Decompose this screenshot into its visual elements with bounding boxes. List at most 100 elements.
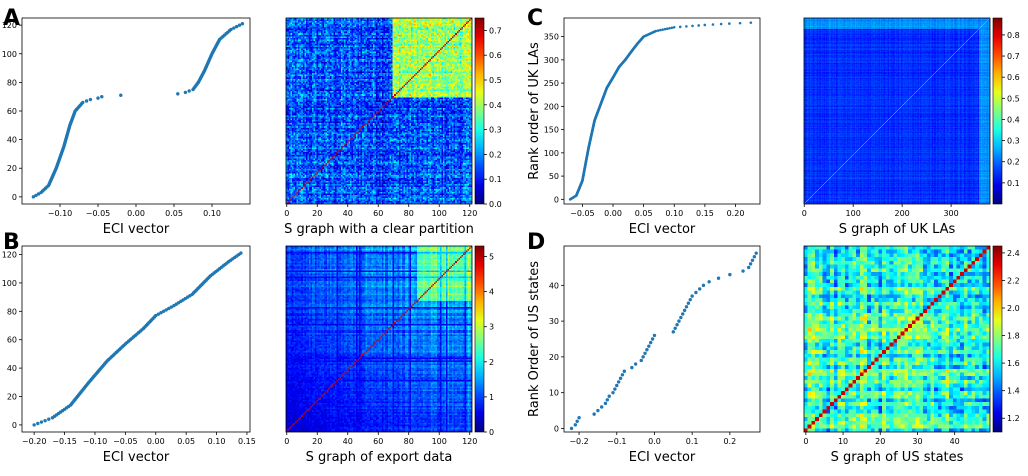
colorbar-tick-label: 0.0	[489, 200, 502, 209]
panel-letter-d: D	[527, 230, 545, 255]
x-tick-label: 10	[838, 437, 848, 446]
panel-letter-a: A	[3, 6, 20, 31]
colorbar-tick-label: 2.2	[1007, 276, 1020, 285]
y-tick-label: 20	[549, 353, 559, 362]
axes-frame	[21, 245, 251, 433]
scatter-point	[616, 380, 621, 384]
scatter-point	[690, 294, 694, 298]
scatter-point	[701, 283, 706, 288]
scatter-point	[603, 401, 608, 406]
x-tick-label: 80	[404, 437, 414, 446]
y-tick-label: 150	[544, 126, 559, 135]
B-heatmap-chart: 0 20 40 60 80 100 120 S graph of export data 0 1 2…	[284, 245, 494, 465]
x-tick-label: 0	[284, 209, 289, 218]
scatter-point	[686, 301, 691, 305]
scatter-point	[169, 305, 174, 309]
x-tick-label: 0	[284, 437, 289, 446]
scatter-point	[161, 309, 166, 314]
scatter-point	[36, 192, 41, 196]
scatter-point	[665, 27, 669, 31]
scatter-point	[596, 408, 600, 413]
colorbar-tick-label: 0.2	[1007, 158, 1020, 167]
axes-frame	[803, 245, 991, 433]
scatter-point	[661, 28, 664, 31]
colorbar-tick-label: 0.4	[1007, 115, 1020, 124]
colorbar-tick-label: 5	[489, 253, 494, 262]
scatter-point	[599, 405, 604, 409]
scatter-point	[656, 29, 660, 32]
scatter-point	[711, 23, 715, 26]
x-tick-label: 100	[432, 437, 447, 446]
x-tick-label: 0.10	[203, 209, 221, 218]
scatter-point	[84, 99, 89, 103]
x-tick-label: 100	[432, 209, 447, 218]
scatter-point	[645, 348, 649, 352]
y-tick-label: 0	[554, 195, 559, 204]
scatter-point	[654, 29, 658, 33]
x-axis-label: ECI vector	[629, 450, 696, 465]
colorbar-tick-label: 1.6	[1007, 359, 1020, 368]
scatter-point	[615, 383, 619, 388]
scatter-point	[719, 22, 723, 26]
scatter-point	[237, 23, 242, 27]
colorbar-tick-label: 0.3	[1007, 137, 1020, 146]
scatter-point	[694, 290, 698, 295]
y-tick-label: 0	[12, 193, 17, 202]
panel-letter-c: C	[527, 6, 543, 31]
x-tick-label: −0.10	[48, 209, 73, 218]
scatter-point	[43, 418, 47, 423]
scatter-point	[31, 195, 36, 199]
scatter-point	[685, 25, 688, 28]
x-tick-label: 300	[943, 209, 958, 218]
y-tick-label: 120	[2, 21, 17, 30]
scatter-point	[159, 311, 163, 315]
scatter-point	[681, 312, 685, 316]
x-tick-label: 0.20	[727, 209, 745, 218]
x-tick-label: 0.00	[604, 209, 622, 218]
y-tick-label: 40	[549, 281, 559, 290]
scatter-point	[643, 351, 647, 356]
x-tick-label: 120	[462, 209, 477, 218]
colorbar-tick-label: 2.0	[1007, 304, 1020, 313]
scatter-point	[240, 22, 245, 26]
scatter-point	[679, 315, 683, 320]
colorbar	[992, 245, 1003, 433]
scatter-point	[641, 355, 645, 359]
x-tick-label: 20	[312, 437, 322, 446]
scatter-point	[620, 373, 625, 377]
colorbar-tick-label: 0.8	[1007, 31, 1020, 40]
colorbar-tick-label: 2.4	[1007, 249, 1020, 258]
y-tick-label: 0	[554, 424, 559, 433]
scatter-point	[684, 305, 689, 309]
y-tick-label: 60	[7, 107, 17, 116]
axes-frame	[563, 245, 761, 433]
x-tick-label: 20	[312, 209, 322, 218]
scatter-point	[672, 26, 676, 29]
C-scatter-chart: −0.05 0.00 0.05 0.10 0.15 0.20 0 50 100 150 200 250…	[527, 17, 761, 237]
scatter-point	[154, 313, 158, 318]
y-tick-label: 80	[7, 307, 17, 316]
y-tick-label: 40	[7, 364, 17, 373]
scatter-point	[691, 24, 694, 28]
scatter-point	[682, 308, 687, 313]
scatter-point	[232, 26, 236, 30]
scatter-point	[716, 276, 721, 280]
colorbar-tick-label: 0.6	[1007, 73, 1020, 82]
x-axis-label: S graph of UK LAs	[839, 222, 956, 237]
x-tick-label: 0.05	[177, 437, 195, 446]
colorbar-tick-label: 1.8	[1007, 332, 1020, 341]
scatter-point	[677, 319, 681, 323]
scatter-point	[697, 24, 700, 27]
heatmap-image	[286, 246, 472, 432]
x-tick-label: 0	[802, 209, 807, 218]
scatter-point	[39, 420, 44, 424]
scatter-point	[100, 94, 104, 99]
x-tick-label: 100	[846, 209, 861, 218]
scatter-point	[659, 28, 662, 32]
x-axis-label: S graph of US states	[831, 450, 964, 465]
scatter-point	[630, 365, 634, 370]
scatter-point	[671, 330, 676, 334]
x-tick-label: 0.15	[696, 209, 714, 218]
scatter-point	[611, 390, 615, 395]
scatter-point	[728, 22, 731, 25]
